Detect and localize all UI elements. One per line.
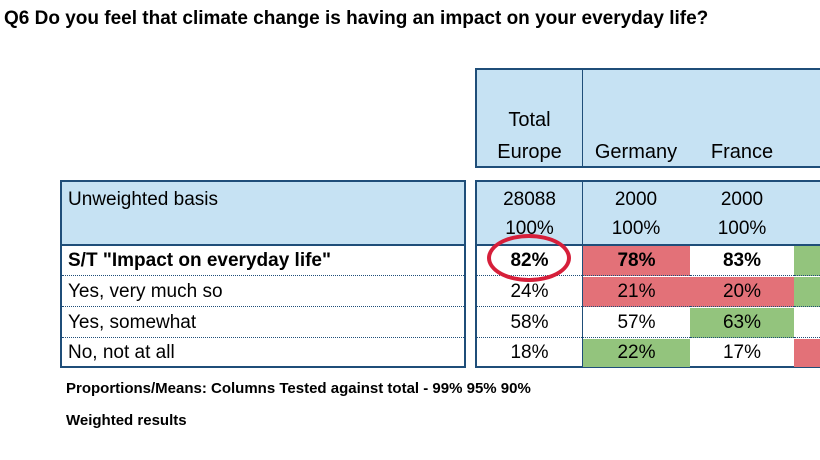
- question-title: Q6 Do you feel that climate change is ha…: [4, 8, 709, 29]
- row-label-not-at-all: No, not at all: [68, 342, 175, 363]
- row-label-somewhat: Yes, somewhat: [62, 308, 464, 338]
- basis-percent-total: 100%: [505, 218, 554, 239]
- column-header-line: Total: [508, 109, 551, 131]
- basis-row-background: [62, 182, 464, 246]
- cell-not-at-all-total: 18%: [510, 342, 549, 363]
- cell-somewhat-france: 63%: [690, 308, 794, 338]
- cell-very-much-germany: 21%: [583, 277, 690, 307]
- cell-very-much-next-column: [794, 277, 820, 307]
- column-divider: [582, 182, 583, 366]
- cell-impact-next-column: [794, 246, 820, 276]
- cell-somewhat-germany: 57%: [583, 308, 690, 338]
- basis-count-germany: 2000: [614, 189, 658, 210]
- cell-somewhat-next-column: [794, 308, 820, 338]
- row-label-very-much: Yes, very much so: [62, 277, 464, 307]
- column-header-line: Europe: [497, 141, 562, 163]
- column-header-box: Total Europe Germany France: [475, 68, 820, 168]
- column-divider: [582, 70, 583, 166]
- column-header-france: France: [710, 141, 774, 163]
- cell-somewhat-total: 58%: [477, 308, 582, 338]
- column-header-germany: Germany: [594, 141, 678, 163]
- cell-very-much-total: 24%: [477, 277, 582, 307]
- basis-percent-france: 100%: [717, 218, 767, 239]
- cell-not-at-all-next-column: [794, 339, 820, 367]
- basis-count-total: 28088: [503, 189, 556, 210]
- cell-very-much-france: 20%: [690, 277, 794, 307]
- row-label-basis: Unweighted basis: [68, 189, 218, 210]
- cell-impact-france: 83%: [690, 246, 794, 276]
- significance-note: Proportions/Means: Columns Tested agains…: [66, 380, 531, 397]
- basis-percent-germany: 100%: [611, 218, 661, 239]
- column-header-total-europe: Total Europe: [477, 104, 582, 168]
- data-box: 28088 2000 2000 100% 100% 100% 82% 78% 8…: [475, 180, 820, 368]
- cell-impact-germany: 78%: [583, 246, 690, 276]
- cell-impact-total: 82%: [477, 246, 582, 276]
- row-label-impact-total: S/T "Impact on everyday life": [62, 246, 464, 276]
- weighting-note: Weighted results: [66, 412, 187, 429]
- row-label-box: Unweighted basis S/T "Impact on everyday…: [60, 180, 466, 368]
- cell-not-at-all-germany: 22%: [583, 339, 690, 367]
- cell-not-at-all-france: 17%: [722, 342, 762, 363]
- basis-count-france: 2000: [720, 189, 764, 210]
